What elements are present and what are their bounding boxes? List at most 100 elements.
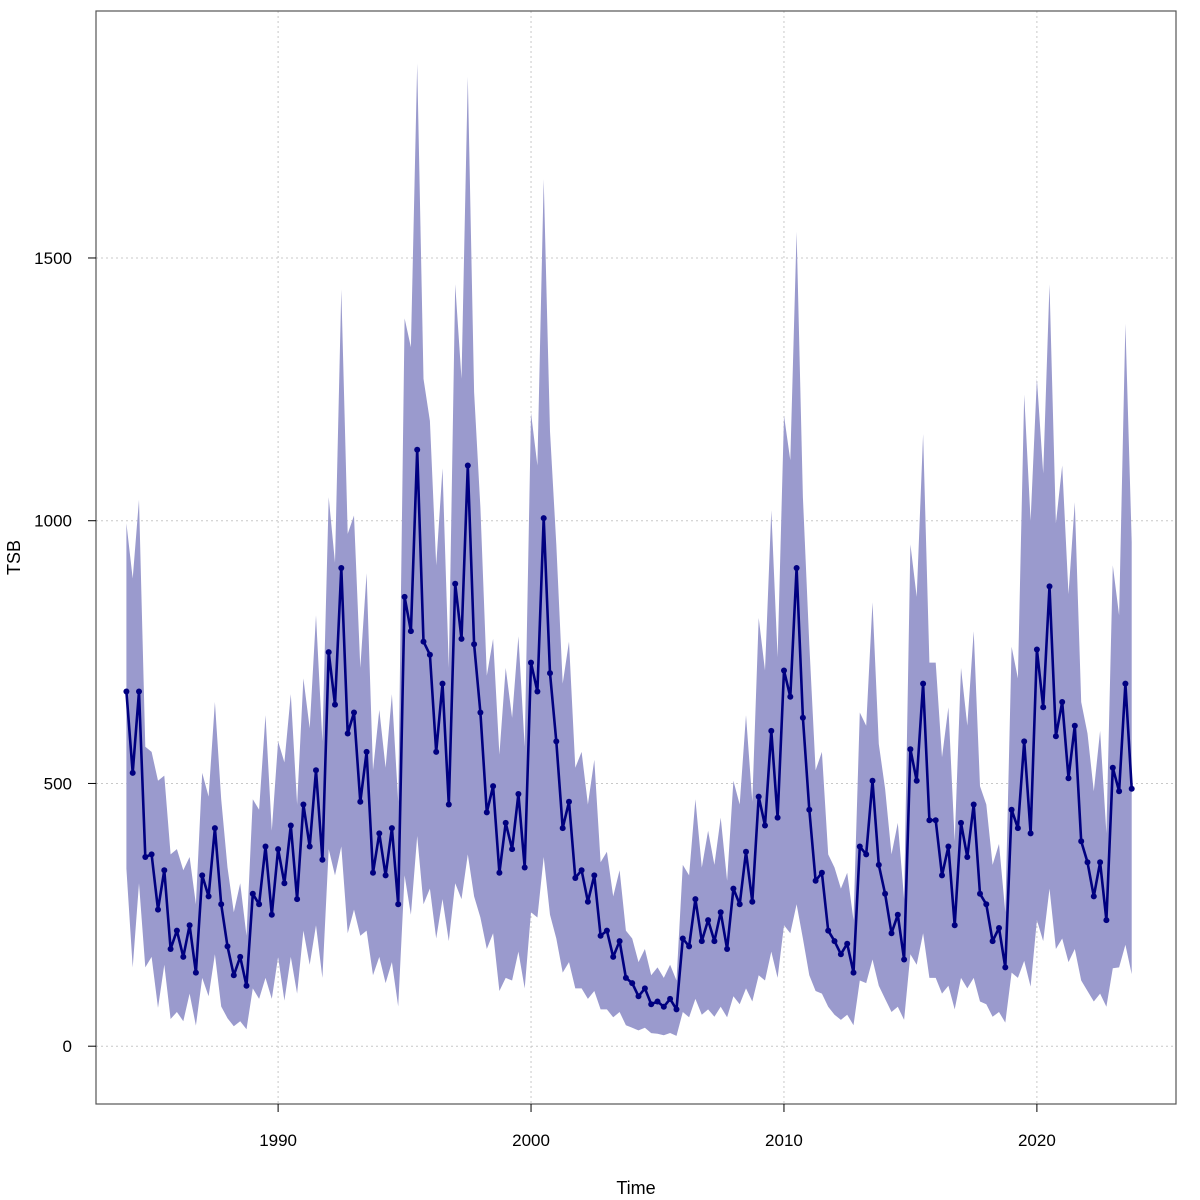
data-point <box>332 701 338 708</box>
data-point <box>433 748 440 755</box>
data-point <box>654 998 661 1005</box>
y-tick-label: 500 <box>44 774 72 793</box>
data-point <box>1008 806 1015 813</box>
data-point <box>528 659 534 666</box>
data-point <box>743 848 749 855</box>
data-point <box>1014 825 1021 832</box>
data-point <box>287 822 294 829</box>
data-point <box>363 748 370 755</box>
data-point <box>420 638 427 645</box>
data-point <box>572 875 579 881</box>
data-point <box>888 930 895 937</box>
data-point <box>129 769 136 776</box>
data-point <box>192 969 199 976</box>
x-tick-label: 2000 <box>512 1131 550 1150</box>
data-point <box>882 890 889 897</box>
data-point <box>799 714 806 721</box>
data-point <box>559 825 566 832</box>
data-point <box>1002 964 1009 971</box>
data-point <box>913 777 920 784</box>
data-point <box>521 864 528 871</box>
data-point <box>749 898 756 905</box>
data-point <box>155 906 161 913</box>
data-point <box>275 846 282 853</box>
x-axis-title: Time <box>616 1178 655 1198</box>
data-point <box>970 801 977 808</box>
data-point <box>1021 738 1028 745</box>
data-point <box>945 843 952 850</box>
data-point <box>230 972 237 979</box>
y-tick-label: 0 <box>63 1037 72 1056</box>
data-point <box>578 867 585 874</box>
data-point <box>357 798 364 805</box>
data-point <box>762 822 768 829</box>
data-point <box>237 953 244 960</box>
data-point <box>787 693 794 700</box>
axes: 1990 2000 2010 2020 0 500 1000 1500 <box>34 249 1056 1150</box>
data-point <box>1103 917 1110 924</box>
y-axis-title: TSB <box>4 540 24 575</box>
data-point <box>616 938 623 945</box>
data-point <box>1084 859 1091 866</box>
y-tick-label: 1000 <box>34 512 72 531</box>
tsb-series-line <box>125 448 1133 1011</box>
data-point <box>591 872 598 879</box>
data-point <box>294 896 301 903</box>
data-point <box>869 777 876 784</box>
data-point <box>603 927 610 934</box>
data-point <box>711 938 718 945</box>
data-point <box>306 843 313 850</box>
data-point <box>768 727 775 734</box>
data-point <box>850 969 857 976</box>
data-point <box>635 993 642 1000</box>
data-point <box>1128 785 1135 792</box>
data-point <box>1090 893 1097 900</box>
data-point <box>698 938 705 945</box>
data-point <box>1078 838 1085 845</box>
data-point <box>395 901 402 908</box>
data-point <box>515 791 522 797</box>
confidence-band <box>126 63 1132 1036</box>
data-point <box>566 798 572 805</box>
data-point <box>736 901 743 908</box>
data-point <box>471 641 478 648</box>
data-point <box>458 635 465 642</box>
data-point <box>123 688 130 695</box>
data-point <box>262 843 269 850</box>
data-point <box>907 746 914 753</box>
data-point <box>863 851 870 858</box>
data-point <box>401 593 408 600</box>
data-point <box>920 680 927 687</box>
data-point <box>136 688 142 695</box>
data-point <box>983 901 990 908</box>
data-point <box>1046 583 1053 590</box>
data-point <box>610 953 617 960</box>
data-point <box>641 985 648 992</box>
data-point <box>793 565 800 571</box>
data-point <box>584 898 591 905</box>
data-point <box>932 817 939 824</box>
data-point <box>844 940 851 947</box>
data-point <box>338 565 345 571</box>
data-point <box>1116 788 1123 795</box>
data-point <box>313 767 319 774</box>
data-point <box>173 927 180 934</box>
data-point <box>837 951 844 958</box>
data-point <box>325 649 332 656</box>
data-point <box>648 1001 655 1008</box>
data-point <box>414 446 421 453</box>
data-point <box>161 867 168 874</box>
x-tick-label: 1990 <box>259 1131 297 1150</box>
data-point <box>370 869 376 876</box>
data-point <box>534 688 541 695</box>
data-point <box>894 911 901 918</box>
data-point <box>781 667 787 674</box>
y-tick-label: 1500 <box>34 249 72 268</box>
data-point <box>1052 733 1059 740</box>
data-point <box>629 980 636 987</box>
data-point <box>1040 704 1047 711</box>
data-point <box>926 817 933 824</box>
data-point <box>818 869 825 876</box>
data-point <box>825 927 832 934</box>
